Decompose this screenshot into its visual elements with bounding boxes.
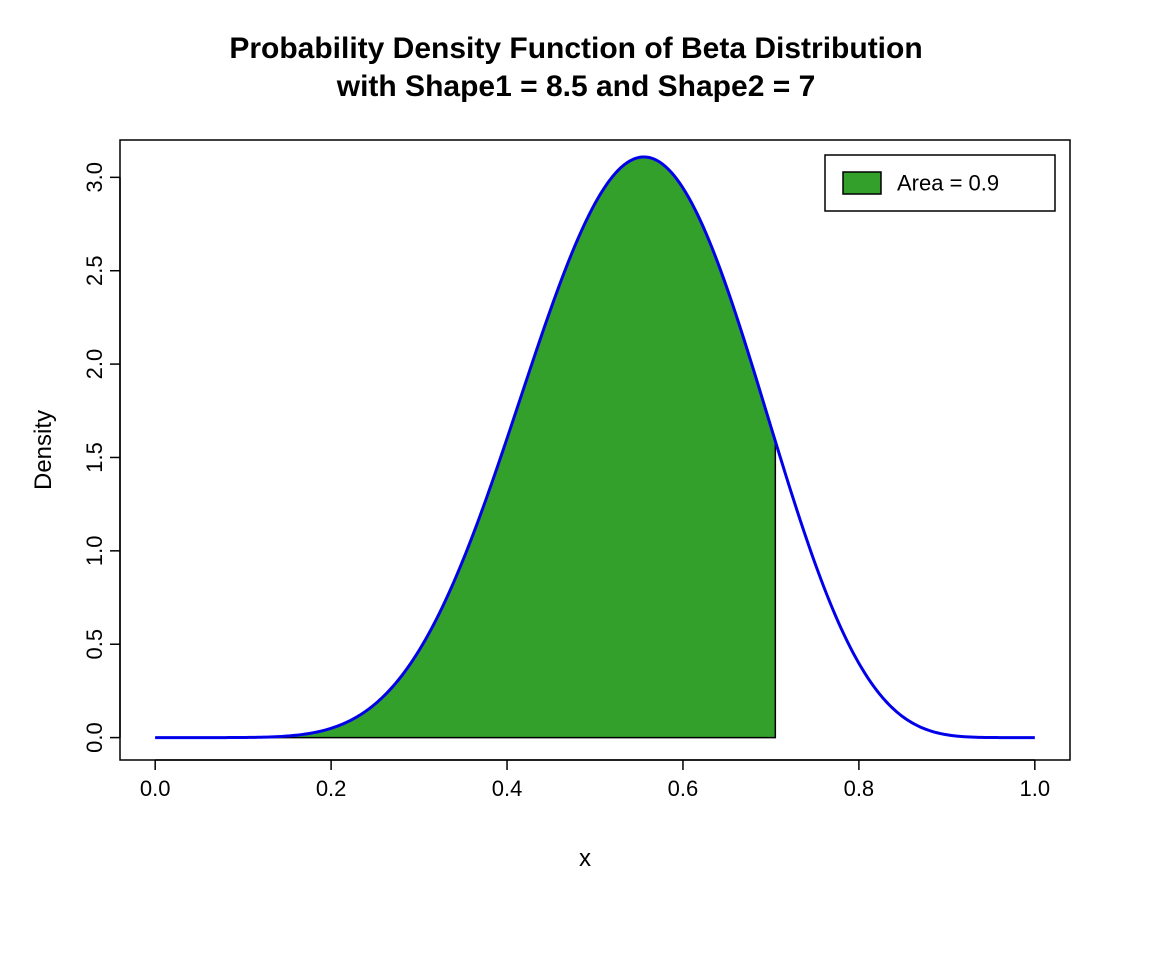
x-tick-label: 0.4 bbox=[492, 776, 523, 801]
y-axis-label: Density bbox=[30, 410, 58, 490]
y-tick-label: 2.0 bbox=[82, 349, 107, 380]
y-tick-label: 3.0 bbox=[82, 162, 107, 193]
filled-area bbox=[155, 157, 775, 738]
y-tick-label: 0.0 bbox=[82, 722, 107, 753]
x-axis-label: x bbox=[579, 845, 591, 873]
y-tick-label: 0.5 bbox=[82, 629, 107, 660]
legend-swatch bbox=[843, 172, 881, 194]
x-tick-label: 0.8 bbox=[844, 776, 875, 801]
y-tick-label: 2.5 bbox=[82, 255, 107, 286]
y-tick-label: 1.0 bbox=[82, 536, 107, 567]
x-tick-label: 0.0 bbox=[140, 776, 171, 801]
y-tick-label: 1.5 bbox=[82, 442, 107, 473]
plot-svg: 0.0 0.2 0.4 0.6 0.8 1.0 0.0 0.5 1.0 1.5 2.0 2.5 3.0 A… bbox=[50, 70, 1140, 830]
plot-area: 0.0 0.2 0.4 0.6 0.8 1.0 0.0 0.5 1.0 1.5 2.0 2.5 3.0 A… bbox=[50, 70, 1140, 830]
x-tick-label: 0.6 bbox=[668, 776, 699, 801]
x-tick-label: 0.2 bbox=[316, 776, 347, 801]
chart-title-line-1: Probability Density Function of Beta Dis… bbox=[0, 30, 1152, 68]
x-tick-label: 1.0 bbox=[1020, 776, 1051, 801]
legend-label: Area = 0.9 bbox=[897, 171, 999, 196]
